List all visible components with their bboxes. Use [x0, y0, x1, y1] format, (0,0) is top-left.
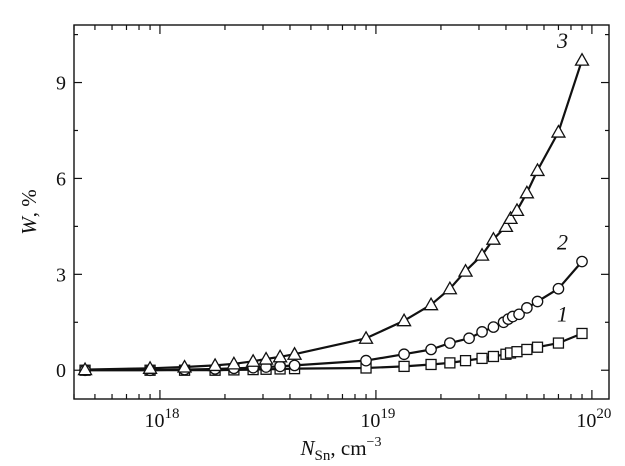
- series-2-point: [444, 337, 456, 349]
- series-3-point: [258, 351, 274, 365]
- y-tick-labels: 0 3 6 9: [56, 73, 66, 383]
- series-3-point: [245, 353, 261, 367]
- x-tick-labels: 1018 1019 1020: [144, 406, 611, 432]
- series-2-point: [274, 360, 286, 373]
- series-3-point: [396, 312, 412, 327]
- series-3-point: [226, 356, 242, 370]
- series-3-point: [207, 357, 223, 372]
- series-3-point: [485, 231, 502, 245]
- y-tick-label: 3: [56, 264, 66, 286]
- axis-ticks: [73, 25, 609, 399]
- series-3-point: [529, 162, 546, 177]
- series-1-point: [459, 354, 472, 367]
- series-3-point: [574, 52, 590, 66]
- series-3-point: [423, 296, 439, 311]
- curve-label-2: 2: [557, 230, 568, 255]
- series-2-point: [476, 326, 488, 338]
- series-2-point: [576, 255, 588, 268]
- series-1-point: [511, 346, 523, 358]
- series-2-point: [487, 321, 500, 333]
- series-3-point: [142, 360, 158, 374]
- series-3-point: [474, 247, 490, 261]
- series-1-point: [487, 350, 500, 363]
- series-2-point: [463, 332, 475, 345]
- curve-label-1: 1: [557, 301, 568, 326]
- series-1-point: [476, 352, 488, 365]
- series-3-point: [498, 218, 514, 233]
- series-3-point: [358, 330, 374, 344]
- series-2-point: [521, 302, 533, 314]
- x-tick-label: 1020: [576, 406, 611, 432]
- series-1-point: [576, 327, 588, 340]
- y-tick-label: 9: [56, 73, 66, 95]
- curve-label-3: 3: [556, 28, 568, 53]
- curve-labels: 1 2 3: [556, 28, 568, 326]
- series-2-point: [288, 359, 301, 372]
- series-1-point: [425, 358, 437, 371]
- series-3-point: [286, 346, 303, 360]
- series-2-point: [552, 282, 565, 295]
- series-3-point: [550, 124, 567, 138]
- y-tick-label: 6: [56, 168, 66, 190]
- series-1-point: [398, 360, 410, 373]
- series-2-point: [513, 308, 525, 321]
- series-1-point: [552, 337, 565, 349]
- series-3-point: [442, 280, 458, 295]
- series-3-point: [272, 348, 288, 363]
- series-3-point: [77, 361, 93, 376]
- series-2-point: [398, 348, 410, 361]
- x-axis-title: NSn, cm−3: [300, 435, 382, 464]
- x-tick-label: 1018: [144, 406, 179, 432]
- series-2-point: [531, 295, 544, 308]
- series-3-point: [509, 202, 525, 217]
- series-2-point: [360, 354, 372, 367]
- plot-frame: [73, 24, 610, 400]
- series-1-point: [521, 343, 533, 356]
- x-tick-label: 1019: [360, 406, 395, 432]
- y-tick-label: 0: [56, 360, 66, 382]
- series-3-point: [457, 263, 474, 277]
- series-3-point: [519, 184, 535, 199]
- series-3-point: [176, 359, 193, 373]
- series-2-point: [425, 343, 437, 356]
- series-1-point: [444, 357, 456, 369]
- data-markers: [77, 52, 590, 377]
- y-axis-title: W, %: [17, 189, 41, 235]
- series-3-point: [502, 210, 519, 225]
- series-1-point: [531, 341, 544, 353]
